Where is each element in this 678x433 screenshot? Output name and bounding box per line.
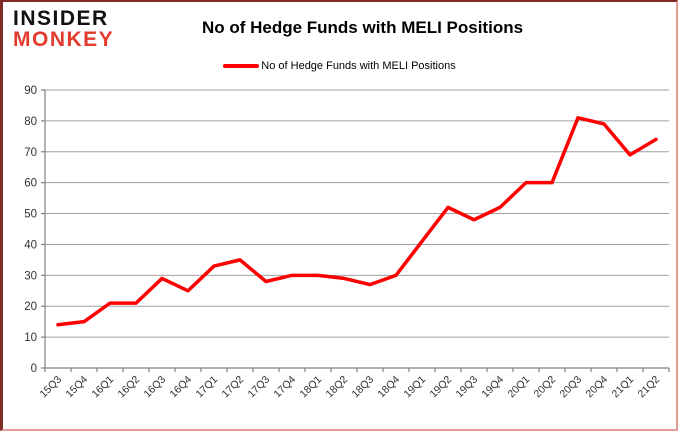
x-tick-label: 20Q3 [557, 374, 584, 401]
y-tick-label: 40 [24, 239, 37, 251]
x-tick-label: 17Q1 [193, 374, 220, 401]
x-tick-label: 18Q3 [349, 374, 376, 401]
x-tick-label: 16Q4 [167, 374, 194, 401]
y-tick-label: 20 [24, 301, 37, 313]
y-tick-label: 0 [31, 363, 37, 375]
y-tick-label: 70 [24, 147, 37, 159]
x-tick-label: 17Q2 [219, 374, 246, 401]
series-line [56, 116, 658, 327]
x-tick-label: 17Q3 [245, 374, 272, 401]
insider-monkey-logo: INSIDER MONKEY [13, 8, 114, 51]
chart-legend: No of Hedge Funds with MELI Positions [3, 60, 676, 72]
x-tick-label: 15Q4 [63, 374, 90, 401]
x-tick-label: 21Q1 [609, 374, 636, 401]
x-tick-label: 20Q2 [531, 374, 558, 401]
x-tick-label: 16Q1 [89, 374, 116, 401]
x-tick-label: 18Q1 [297, 374, 324, 401]
x-tick-label: 18Q4 [375, 374, 402, 401]
x-axis-ticks [44, 368, 670, 372]
x-tick-label: 20Q4 [583, 374, 610, 401]
y-tick-label: 60 [24, 178, 37, 190]
y-tick-label: 90 [24, 85, 37, 97]
y-tick-label: 50 [24, 209, 37, 221]
logo-word-insider: INSIDER [13, 7, 109, 30]
y-tick-label: 10 [24, 332, 37, 344]
x-tick-label: 15Q3 [37, 374, 64, 401]
x-tick-label: 20Q1 [505, 374, 532, 401]
y-tick-label: 30 [24, 270, 37, 282]
x-tick-label: 19Q1 [401, 374, 428, 401]
x-tick-label: 19Q2 [427, 374, 454, 401]
legend-label: No of Hedge Funds with MELI Positions [261, 60, 456, 72]
y-axis-labels: 0 10 20 30 40 50 60 70 80 90 [24, 85, 45, 375]
legend-line-marker-icon [223, 64, 260, 68]
x-tick-label: 19Q4 [479, 374, 506, 401]
x-tick-label: 16Q2 [115, 374, 142, 401]
x-tick-label: 16Q3 [141, 374, 168, 401]
x-tick-label: 17Q4 [271, 374, 298, 401]
chart-title: No of Hedge Funds with MELI Positions [201, 18, 524, 37]
axes [44, 90, 669, 369]
logo-word-monkey: MONKEY [13, 28, 115, 52]
x-tick-label: 18Q2 [323, 374, 350, 401]
x-axis-labels: 15Q3 15Q4 16Q1 16Q2 16Q3 16Q4 17Q1 17Q2 17Q3 17Q4… [37, 374, 662, 401]
x-tick-label: 19Q3 [453, 374, 480, 401]
y-tick-label: 80 [24, 116, 37, 128]
x-tick-label: 21Q2 [635, 374, 662, 401]
